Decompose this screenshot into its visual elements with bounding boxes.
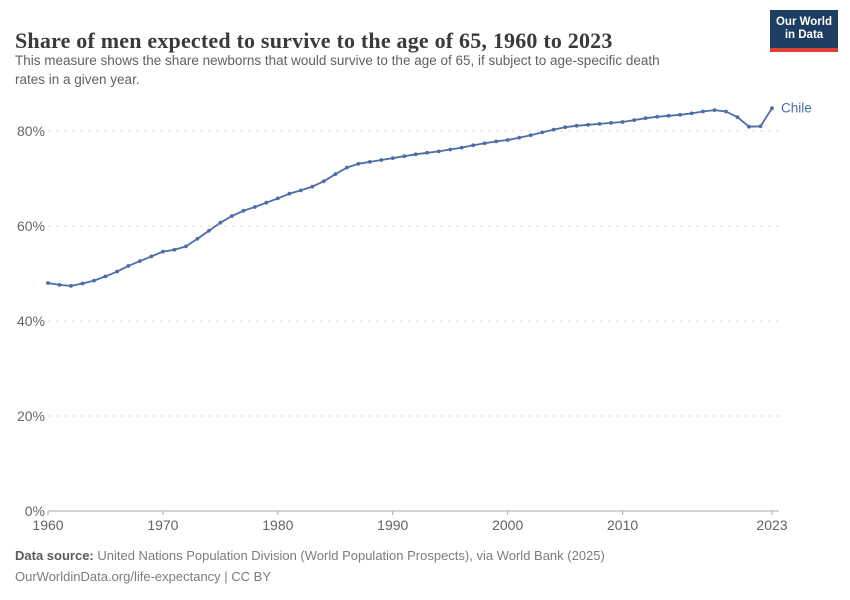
data-point[interactable] xyxy=(333,172,338,177)
data-point[interactable] xyxy=(620,120,625,124)
x-tick-label: 2000 xyxy=(492,517,523,533)
x-tick-label: 1970 xyxy=(147,517,178,533)
x-tick-label: 1960 xyxy=(32,517,63,533)
data-point[interactable] xyxy=(643,116,648,121)
x-tick-label: 2023 xyxy=(756,517,787,533)
data-point[interactable] xyxy=(528,133,533,138)
data-point[interactable] xyxy=(758,124,763,129)
data-point[interactable] xyxy=(678,112,682,117)
data-point[interactable] xyxy=(310,184,315,189)
data-point[interactable] xyxy=(689,111,694,116)
y-tick-label: 80% xyxy=(17,123,45,139)
data-point[interactable] xyxy=(770,106,774,111)
owid-logo[interactable]: Our World in Data xyxy=(770,10,838,52)
data-point[interactable] xyxy=(425,150,430,155)
data-point[interactable] xyxy=(540,130,545,135)
x-tick-label: 1990 xyxy=(377,517,408,533)
y-tick-label: 20% xyxy=(17,408,45,424)
data-point[interactable] xyxy=(448,147,453,152)
data-point[interactable] xyxy=(218,220,223,225)
data-point[interactable] xyxy=(80,281,85,286)
data-point[interactable] xyxy=(356,161,361,166)
data-point[interactable] xyxy=(459,145,464,150)
data-point[interactable] xyxy=(655,114,659,119)
data-point[interactable] xyxy=(138,259,142,263)
data-point[interactable] xyxy=(632,118,636,122)
data-point[interactable] xyxy=(379,158,384,162)
data-point[interactable] xyxy=(482,141,487,146)
data-point[interactable] xyxy=(724,109,728,114)
data-point[interactable] xyxy=(287,191,292,196)
data-point[interactable] xyxy=(253,205,257,209)
data-point[interactable] xyxy=(230,214,234,218)
data-point[interactable] xyxy=(195,236,200,241)
data-point[interactable] xyxy=(46,281,50,285)
data-point[interactable] xyxy=(436,149,441,154)
data-point[interactable] xyxy=(402,154,407,159)
data-point[interactable] xyxy=(92,278,96,283)
owid-logo-line-2: in Data xyxy=(784,29,824,41)
y-tick-label: 60% xyxy=(17,218,45,234)
data-point[interactable] xyxy=(207,228,211,233)
footer-link[interactable]: OurWorldinData.org/life-expectancy | CC … xyxy=(15,569,272,584)
chart-footer: Data source: United Nations Population D… xyxy=(15,545,815,587)
data-point[interactable] xyxy=(57,283,62,287)
data-point[interactable] xyxy=(597,122,602,126)
subtitle-line-2: rates in a given year. xyxy=(15,72,140,87)
data-point[interactable] xyxy=(241,208,246,213)
data-point[interactable] xyxy=(275,196,280,201)
y-tick-label: 40% xyxy=(17,313,45,329)
data-point[interactable] xyxy=(551,127,556,132)
data-point[interactable] xyxy=(172,247,177,252)
data-point[interactable] xyxy=(149,254,154,259)
data-point[interactable] xyxy=(390,156,395,161)
owid-logo-line-1: Our World xyxy=(775,16,832,28)
page-title: Share of men expected to survive to the … xyxy=(15,27,613,53)
data-point[interactable] xyxy=(563,125,567,130)
data-point[interactable] xyxy=(69,284,73,288)
data-point[interactable] xyxy=(115,269,119,274)
data-point[interactable] xyxy=(712,108,717,112)
data-point[interactable] xyxy=(586,122,590,127)
chart-subtitle: This measure shows the share newborns th… xyxy=(15,51,745,89)
data-point[interactable] xyxy=(747,124,751,129)
data-source-label: Data source: xyxy=(15,548,94,563)
data-point[interactable] xyxy=(574,123,579,128)
subtitle-line-1: This measure shows the share newborns th… xyxy=(15,53,660,68)
data-source-text: United Nations Population Division (Worl… xyxy=(93,548,605,563)
data-point[interactable] xyxy=(666,113,671,118)
data-point[interactable] xyxy=(321,179,326,184)
data-point[interactable] xyxy=(184,244,188,249)
data-point[interactable] xyxy=(126,264,131,268)
data-point[interactable] xyxy=(298,188,303,193)
data-point[interactable] xyxy=(161,249,165,254)
entity-label-chile[interactable]: Chile xyxy=(781,101,812,116)
x-tick-label: 1980 xyxy=(262,517,293,533)
y-tick-label: 0% xyxy=(25,503,45,519)
data-point[interactable] xyxy=(413,152,418,157)
data-line-chile[interactable] xyxy=(47,107,773,287)
data-point[interactable] xyxy=(103,274,108,279)
data-point[interactable] xyxy=(344,165,349,170)
data-point[interactable] xyxy=(471,143,476,148)
data-point[interactable] xyxy=(735,115,740,120)
data-point[interactable] xyxy=(264,200,269,205)
data-point[interactable] xyxy=(609,121,613,125)
x-tick-label: 2010 xyxy=(607,517,638,533)
data-point[interactable] xyxy=(701,109,705,114)
data-point[interactable] xyxy=(517,135,522,140)
data-point[interactable] xyxy=(367,160,372,164)
data-point[interactable] xyxy=(494,139,499,144)
data-point[interactable] xyxy=(505,138,510,142)
